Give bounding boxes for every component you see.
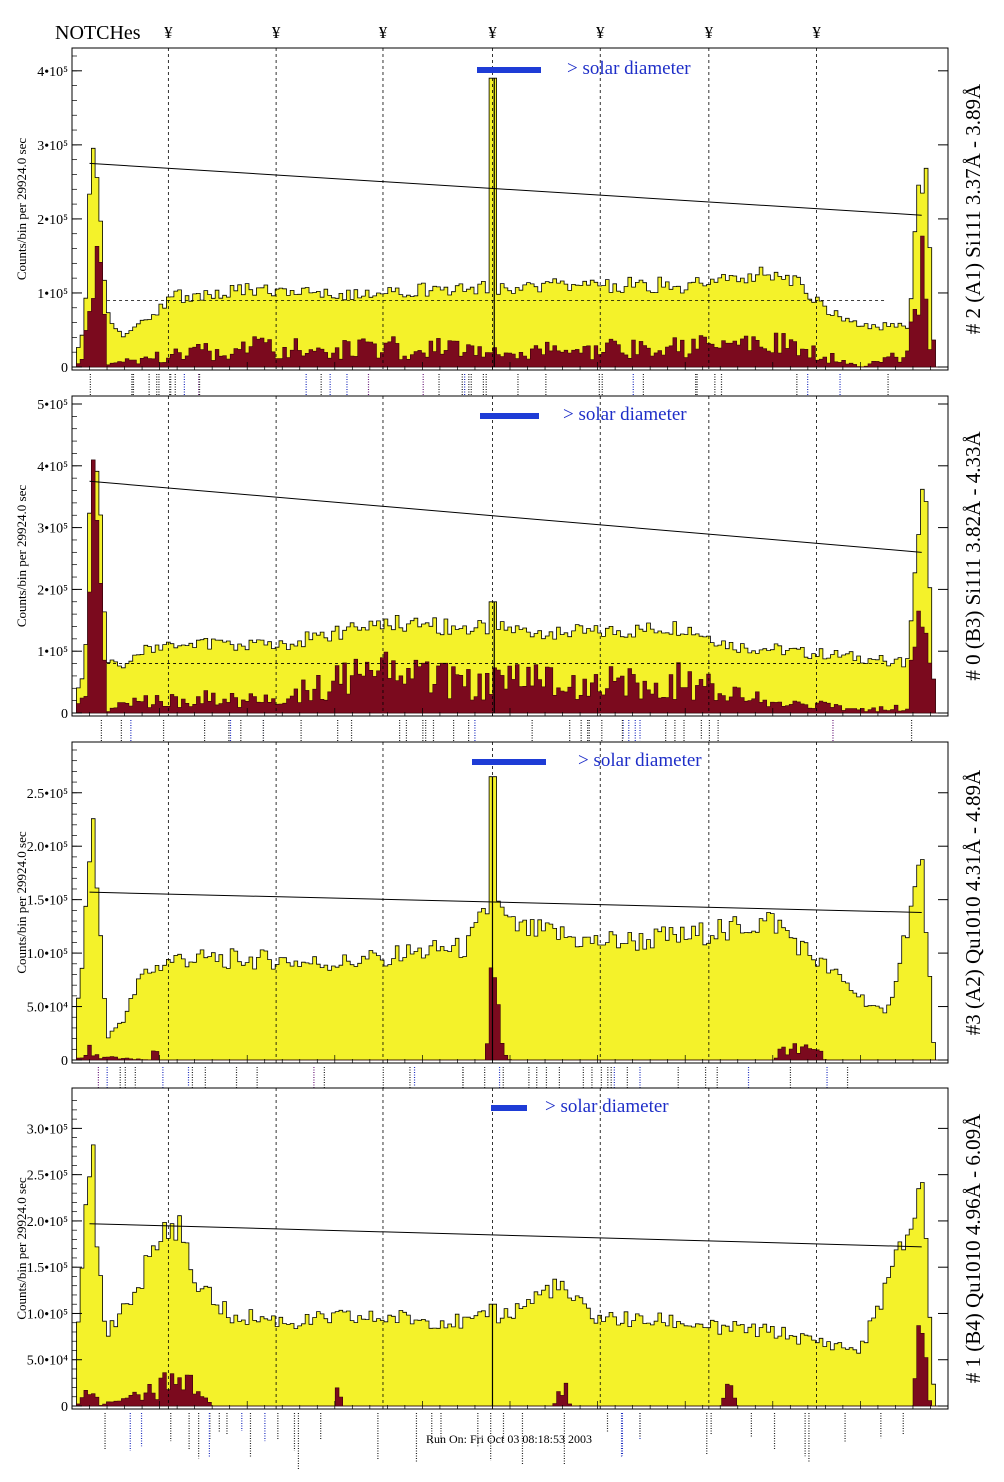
panel-title: # 1 (B4) Qu1010 4.96Å - 6.09Å: [961, 1113, 985, 1383]
notch-marker: ¥: [272, 23, 281, 42]
legend-label: > solar diameter: [578, 750, 702, 771]
notch-label: NOTCHes: [55, 22, 141, 44]
y-tick-label: 2.5•10⁵: [27, 787, 68, 802]
y-tick-label: 0: [61, 707, 68, 722]
panel-title: #3 (A2) Qu1010 4.31Å - 4.89Å: [961, 769, 985, 1035]
selected-counts-histogram: [76, 1325, 940, 1407]
notch-marker: ¥: [596, 23, 605, 42]
y-tick-label: 4•10⁵: [37, 65, 68, 80]
notch-marker: ¥: [705, 23, 714, 42]
y-tick-label: 0: [61, 1400, 68, 1415]
notch-marker: ¥: [379, 23, 388, 42]
chart-panel: 0 1•10⁵ 2•10⁵ 3•10⁵ 4•10⁵ 5•10⁵ Counts/bin per…: [14, 395, 985, 778]
selected-counts-histogram: [76, 235, 940, 368]
legend-label: > solar diameter: [563, 404, 687, 425]
y-axis-label: Counts/bin per 29924.0 sec: [14, 138, 29, 280]
selected-counts-histogram: [76, 967, 940, 1061]
y-tick-label: 3•10⁵: [37, 522, 68, 537]
y-axis-label: Counts/bin per 29924.0 sec: [14, 485, 29, 627]
total-counts-histogram: [76, 1144, 940, 1407]
run-footer: Run On: Fri Oct 03 08:18:53 2003: [426, 1432, 592, 1446]
y-tick-label: 0: [61, 1054, 68, 1069]
y-tick-label: 1.0•10⁵: [27, 1307, 68, 1322]
y-tick-label: 1•10⁵: [37, 645, 68, 660]
y-tick-label: 2•10⁵: [37, 213, 68, 228]
y-tick-label: 3•10⁵: [37, 139, 68, 154]
selected-counts-histogram: [76, 459, 940, 714]
y-tick-label: 2.5•10⁵: [27, 1169, 68, 1184]
total-counts-histogram: [76, 77, 940, 368]
notch-marker: ¥: [488, 23, 497, 42]
total-counts-histogram: [76, 776, 940, 1061]
y-tick-label: 1.0•10⁵: [27, 947, 68, 962]
y-tick-label: 5.0•10⁴: [27, 1001, 68, 1016]
notch-marker: ¥: [812, 23, 821, 42]
chart-panel: 0 1•10⁵ 2•10⁵ 3•10⁵ 4•10⁵ Counts/bin per 2992…: [14, 47, 985, 432]
y-tick-label: 5.0•10⁴: [27, 1354, 68, 1369]
chart-panel: 0 5.0•10⁴ 1.0•10⁵ 1.5•10⁵ 2.0•10⁵ 2.5•10⁵ Coun…: [14, 741, 985, 1124]
y-tick-label: 4•10⁵: [37, 460, 68, 475]
y-tick-label: 3.0•10⁵: [27, 1122, 68, 1137]
legend-label: > solar diameter: [545, 1096, 669, 1117]
legend-label: > solar diameter: [567, 58, 691, 79]
trend-line: [89, 162, 922, 216]
notch-marker: ¥: [164, 23, 173, 42]
notch-header: NOTCHes ¥ ¥ ¥ ¥ ¥ ¥ ¥: [55, 22, 821, 44]
trend-line: [89, 891, 922, 913]
y-tick-label: 2.0•10⁵: [27, 840, 68, 855]
chart-panel: 0 5.0•10⁴ 1.0•10⁵ 1.5•10⁵ 2.0•10⁵ 2.5•10⁵ 3.0•…: [14, 1087, 985, 1470]
y-axis-label: Counts/bin per 29924.0 sec: [14, 831, 29, 973]
y-tick-label: 5•10⁵: [37, 398, 68, 413]
y-tick-label: 2.0•10⁵: [27, 1215, 68, 1230]
panels: 0 1•10⁵ 2•10⁵ 3•10⁵ 4•10⁵ Counts/bin per 2992…: [14, 47, 985, 1470]
y-tick-label: 0: [61, 361, 68, 376]
y-tick-label: 1.5•10⁵: [27, 1261, 68, 1276]
y-tick-label: 2•10⁵: [37, 583, 68, 598]
y-axis-label: Counts/bin per 29924.0 sec: [14, 1177, 29, 1319]
trend-line: [89, 1223, 922, 1248]
total-counts-histogram: [76, 459, 940, 714]
panel-title: # 0 (B3) Si111 3.82Å - 4.33Å: [961, 431, 985, 681]
y-tick-label: 1.5•10⁵: [27, 894, 68, 909]
trend-line: [89, 480, 922, 553]
panel-title: # 2 (A1) Si111 3.37Å - 3.89Å: [961, 83, 985, 334]
y-tick-label: 1•10⁵: [37, 287, 68, 302]
